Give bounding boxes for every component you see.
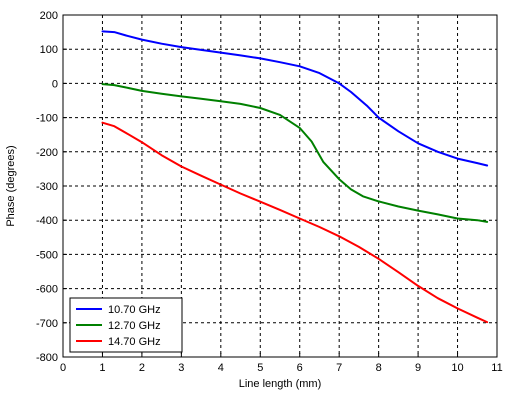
axis-tick-labels: 0 1 2 3 4 5 6 7 8 9 10 11 200 100 0 -100 -200 -300 -400 -50…: [36, 10, 503, 374]
x-tick-label: 4: [218, 362, 224, 374]
x-tick-label: 10: [451, 362, 463, 374]
x-tick-label: 0: [60, 362, 66, 374]
legend-label-2: 12.70 GHz: [108, 320, 161, 332]
x-tick-label: 9: [415, 362, 421, 374]
y-tick-label: -100: [36, 113, 58, 125]
y-tick-label: 200: [40, 10, 58, 22]
series-lines: [101, 30, 489, 324]
x-tick-label: 3: [178, 362, 184, 374]
y-tick-label: -800: [36, 352, 58, 364]
y-tick-label: -300: [36, 181, 58, 193]
x-axis-title: Line length (mm): [239, 378, 322, 390]
grid-lines: [63, 15, 497, 357]
y-tick-label: 100: [40, 44, 58, 56]
y-tick-label: -600: [36, 284, 58, 296]
x-tick-label: 7: [336, 362, 342, 374]
legend: 10.70 GHz 12.70 GHz 14.70 GHz: [69, 297, 183, 353]
series-line-3: [101, 121, 489, 324]
y-tick-label: -700: [36, 318, 58, 330]
y-tick-label: -400: [36, 215, 58, 227]
x-tick-label: 1: [99, 362, 105, 374]
series-line-1: [101, 30, 489, 167]
legend-label-1: 10.70 GHz: [108, 304, 161, 316]
y-tick-label: 0: [52, 78, 58, 90]
series-line-2: [101, 83, 489, 223]
x-tick-label: 6: [297, 362, 303, 374]
y-tick-label: -200: [36, 147, 58, 159]
x-tick-label: 8: [376, 362, 382, 374]
x-tick-label: 11: [491, 362, 502, 374]
y-tick-label: -500: [36, 249, 58, 261]
axis-ticks: [62, 14, 498, 358]
y-axis-title: Phase (degrees): [5, 145, 17, 226]
x-tick-label: 2: [139, 362, 145, 374]
legend-label-3: 14.70 GHz: [108, 336, 161, 348]
x-tick-label: 5: [257, 362, 263, 374]
